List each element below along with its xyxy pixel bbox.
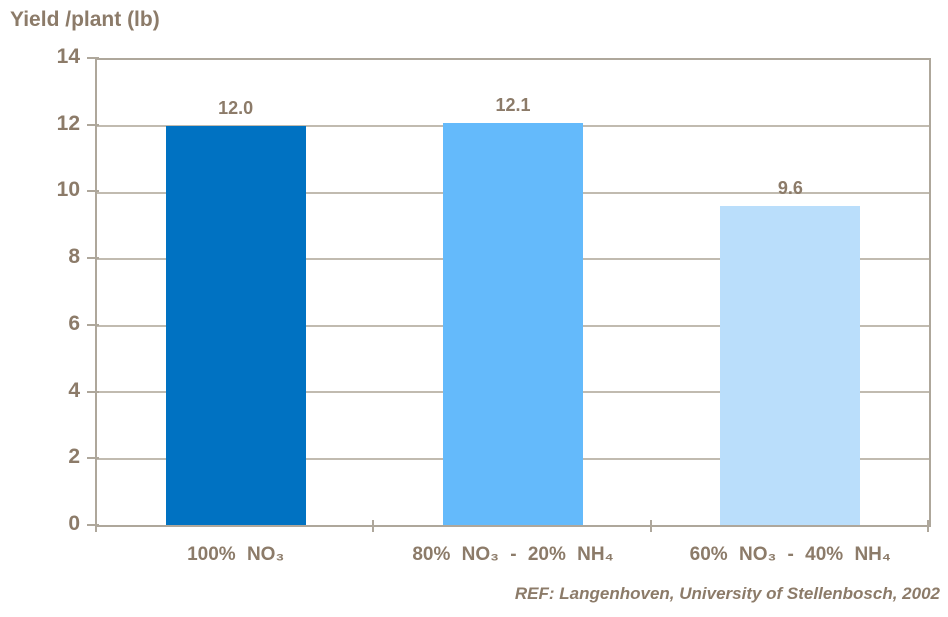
bar xyxy=(720,206,861,525)
y-axis-tick-label: 12 xyxy=(56,111,80,135)
bar-value-label: 12.0 xyxy=(218,98,254,119)
x-axis-tick-mark xyxy=(649,520,652,532)
x-axis-tick-mark xyxy=(95,520,97,532)
y-axis-tick-mark xyxy=(87,123,99,126)
x-axis-category-label: 80% NO₃ - 20% NH₄ xyxy=(412,544,614,565)
y-axis-tick-mark xyxy=(87,57,99,59)
y-axis-tick-label: 6 xyxy=(68,311,80,335)
y-axis-tick-label: 10 xyxy=(56,178,80,202)
reference-text: REF: Langenhoven, University of Stellenb… xyxy=(514,584,940,603)
x-axis-category-label: 60% NO₃ - 40% NH₄ xyxy=(689,544,891,565)
x-axis-category-label: 100% NO₃ xyxy=(187,544,285,565)
y-axis-tick-label: 2 xyxy=(68,445,80,469)
y-axis-tick-label: 4 xyxy=(68,378,80,402)
chart-title: Yield /plant (lb) xyxy=(10,8,160,31)
y-axis-tick-label: 0 xyxy=(68,512,80,535)
y-axis-tick-label: 14 xyxy=(56,45,80,68)
plot-area xyxy=(95,58,931,527)
bar-value-label: 12.1 xyxy=(495,95,531,116)
y-axis-tick-mark xyxy=(87,524,99,526)
x-axis-tick-mark xyxy=(372,520,375,532)
y-axis-tick-mark xyxy=(87,190,99,193)
y-axis-tick-mark xyxy=(87,457,99,460)
bar xyxy=(165,126,306,525)
y-axis-tick-mark xyxy=(87,390,99,393)
bar xyxy=(443,123,583,525)
bar-value-label: 9.6 xyxy=(777,178,803,199)
x-axis-tick-mark xyxy=(927,520,929,532)
y-axis-tick-mark xyxy=(87,257,99,260)
y-axis-tick-mark xyxy=(87,323,99,326)
y-axis-tick-label: 8 xyxy=(68,245,80,269)
